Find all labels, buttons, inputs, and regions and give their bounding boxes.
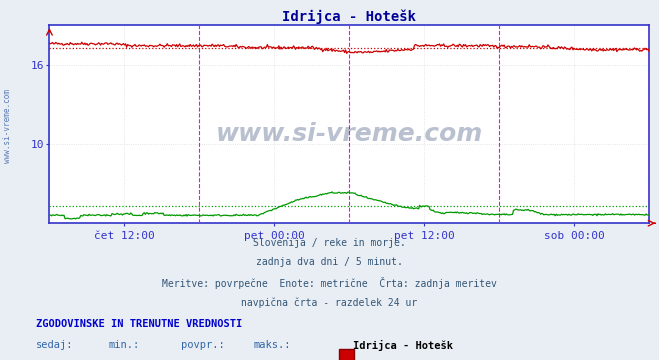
- Text: www.si-vreme.com: www.si-vreme.com: [3, 89, 13, 163]
- Text: min.:: min.:: [109, 340, 140, 350]
- Title: Idrijca - Hotešk: Idrijca - Hotešk: [282, 9, 416, 24]
- Text: povpr.:: povpr.:: [181, 340, 225, 350]
- Text: navpična črta - razdelek 24 ur: navpična črta - razdelek 24 ur: [241, 297, 418, 307]
- Text: ZGODOVINSKE IN TRENUTNE VREDNOSTI: ZGODOVINSKE IN TRENUTNE VREDNOSTI: [36, 319, 243, 329]
- Text: Slovenija / reke in morje.: Slovenija / reke in morje.: [253, 238, 406, 248]
- Text: zadnja dva dni / 5 minut.: zadnja dva dni / 5 minut.: [256, 257, 403, 267]
- Text: Meritve: povrpečne  Enote: metrične  Črta: zadnja meritev: Meritve: povrpečne Enote: metrične Črta:…: [162, 277, 497, 289]
- Text: maks.:: maks.:: [254, 340, 291, 350]
- Text: sedaj:: sedaj:: [36, 340, 74, 350]
- Text: Idrijca - Hotešk: Idrijca - Hotešk: [353, 340, 453, 351]
- Text: www.si-vreme.com: www.si-vreme.com: [215, 122, 483, 146]
